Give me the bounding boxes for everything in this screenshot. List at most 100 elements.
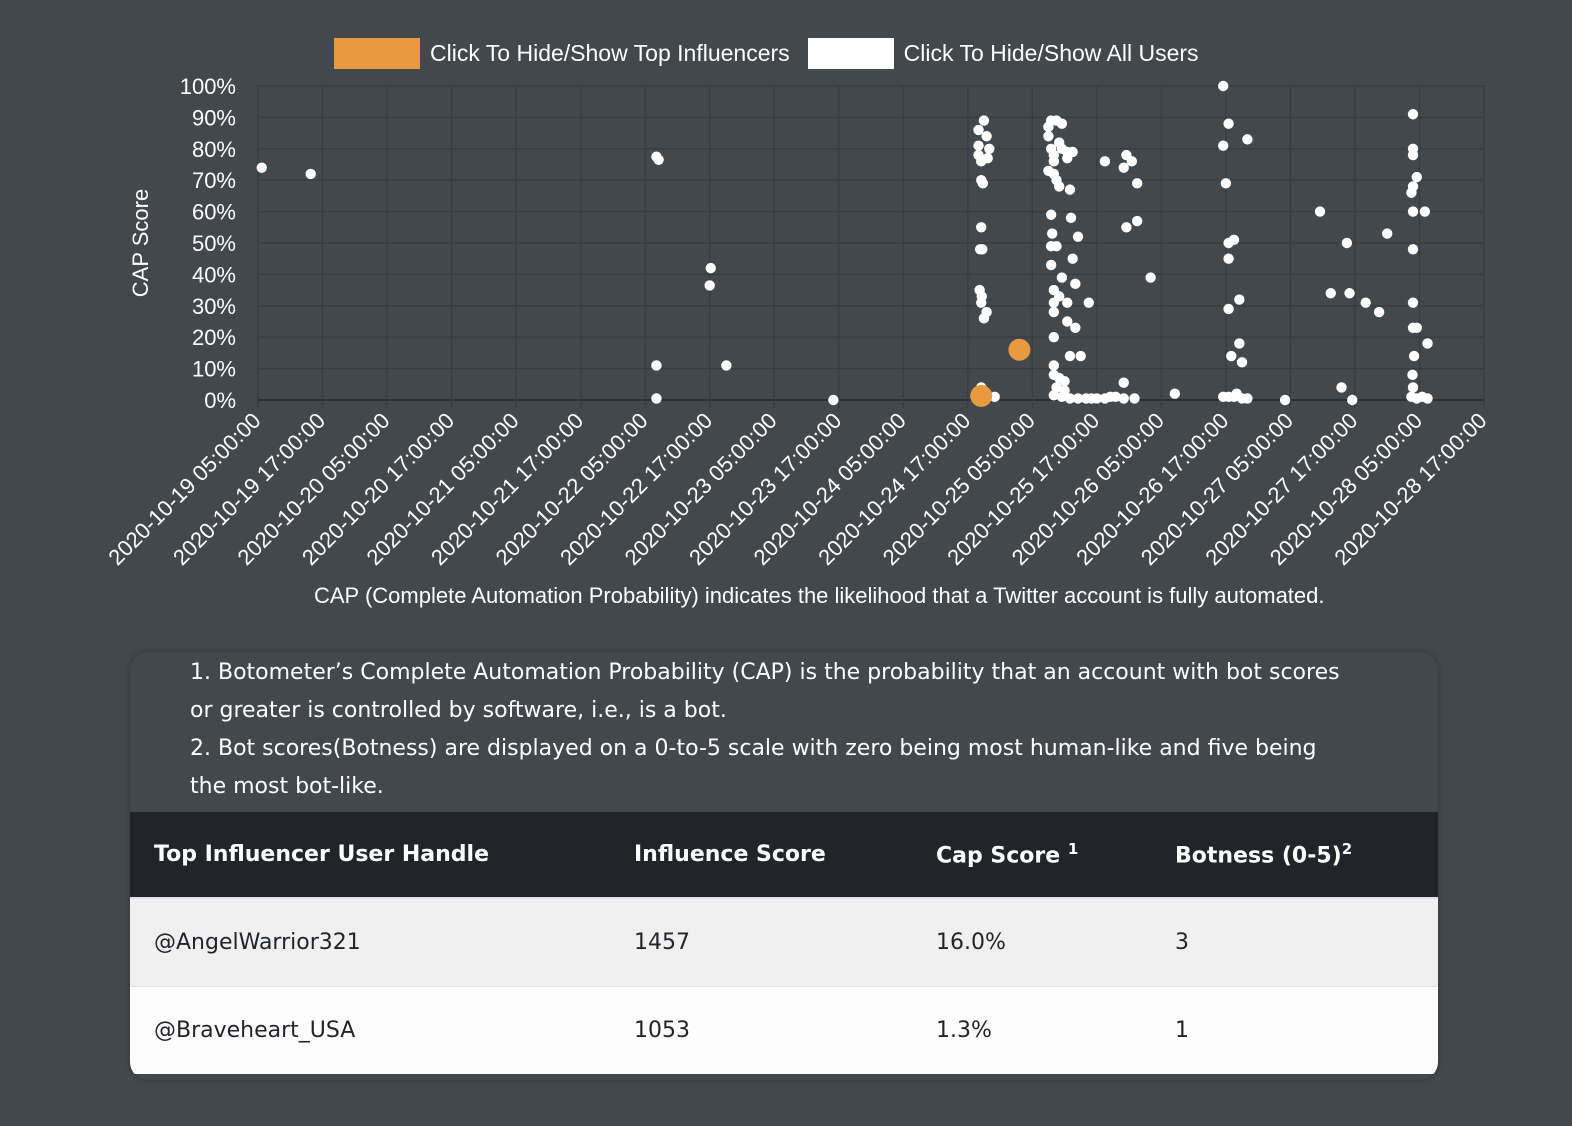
user-point: [1062, 316, 1073, 327]
user-point: [721, 360, 732, 371]
user-point: [1045, 259, 1057, 271]
y-axis-label: CAP Score: [128, 189, 153, 297]
y-tick-label: 20%: [192, 325, 236, 350]
user-point: [1070, 278, 1081, 290]
cell-influence-score: 1457: [634, 929, 690, 955]
user-point: [1419, 206, 1431, 217]
y-tick-label: 80%: [192, 137, 236, 162]
user-point: [1118, 162, 1129, 173]
footnote-1: 1. Botometer’s Complete Automation Proba…: [190, 660, 1340, 723]
user-point: [1091, 393, 1103, 404]
user-point: [1056, 272, 1068, 283]
user-point: [1121, 222, 1132, 233]
user-point: [651, 360, 662, 371]
user-point: [1279, 394, 1291, 406]
scatter-chart: CAP Score 0% 10% 20% 30% 40% 50% 60% 70% 80% 90% 1…: [103, 74, 1491, 570]
user-point: [828, 394, 839, 406]
user-point: [973, 140, 984, 151]
top-influencer-point[interactable]: [970, 384, 993, 407]
y-tick-label: 30%: [192, 294, 236, 319]
user-point: [1382, 228, 1393, 239]
user-point: [1043, 121, 1054, 133]
user-point: [981, 131, 992, 142]
user-point: [1341, 237, 1353, 249]
user-point: [1065, 212, 1077, 224]
user-point: [1234, 338, 1245, 349]
user-point: [1118, 393, 1129, 404]
table-header-row: Top Influencer User Handle Influence Sco…: [130, 812, 1438, 898]
cell-handle: @Braveheart_USA: [154, 1017, 356, 1043]
user-point: [1407, 297, 1419, 308]
user-point: [1145, 272, 1156, 283]
user-point: [1223, 253, 1234, 264]
all-users-series: [256, 80, 1433, 406]
user-point: [1422, 338, 1433, 349]
user-point: [984, 143, 995, 154]
user-point: [1407, 382, 1419, 393]
chart-caption: CAP (Complete Automation Probability) in…: [314, 583, 1325, 608]
user-point: [1056, 391, 1068, 403]
influencer-card: 1. Botometer’s Complete Automation Proba…: [130, 652, 1438, 1080]
user-point: [1129, 393, 1140, 404]
user-point: [1062, 297, 1073, 308]
legend-swatch-top-influencers: [334, 38, 420, 69]
user-point: [305, 168, 316, 180]
chart-grid: [257, 85, 1485, 408]
user-point: [1407, 244, 1419, 255]
legend-label-top-influencers: Click To Hide/Show Top Influencers: [430, 40, 790, 66]
user-point: [1344, 288, 1355, 299]
user-point: [1411, 171, 1422, 183]
user-point: [1059, 375, 1070, 387]
legend-label-all-users: Click To Hide/Show All Users: [903, 40, 1199, 66]
user-point: [1131, 178, 1143, 189]
user-point: [1242, 393, 1253, 404]
user-point: [1051, 240, 1062, 252]
user-point: [1048, 156, 1060, 167]
user-point: [1228, 234, 1240, 246]
user-point: [1360, 297, 1371, 308]
user-point: [1407, 149, 1419, 161]
user-point: [1048, 390, 1060, 401]
toggle-all-users[interactable]: Click To Hide/Show All Users: [807, 38, 1199, 69]
user-point: [976, 297, 987, 308]
user-point: [256, 162, 267, 173]
cell-cap-score: 16.0%: [936, 929, 1006, 955]
cell-cap-score: 1.3%: [936, 1017, 992, 1043]
user-point: [1048, 332, 1060, 343]
user-point: [1056, 118, 1068, 129]
toggle-top-influencers[interactable]: Click To Hide/Show Top Influencers: [334, 38, 790, 69]
header-influence-score: Influence Score: [634, 842, 826, 867]
cell-botness: 3: [1175, 929, 1189, 955]
y-tick-label: 10%: [192, 357, 236, 382]
top-influencer-point[interactable]: [1008, 338, 1031, 361]
user-point: [1070, 322, 1081, 333]
user-point: [1169, 388, 1181, 399]
user-point: [1110, 391, 1121, 403]
chart-legend: Click To Hide/Show Top Influencers Click…: [334, 38, 1217, 69]
user-point: [1218, 80, 1229, 92]
user-point: [651, 393, 662, 404]
user-point: [705, 262, 716, 274]
user-point: [1408, 350, 1420, 362]
user-point: [1064, 393, 1076, 404]
user-point: [1051, 382, 1062, 393]
user-point: [978, 313, 990, 324]
user-point: [1220, 178, 1232, 189]
table-row: @Braveheart_USA 1053 1.3% 1: [130, 986, 1438, 1074]
footnote-2: 2. Bot scores(Botness) are displayed on …: [190, 736, 1317, 799]
user-point: [1406, 187, 1417, 198]
footnotes: 1. Botometer’s Complete Automation Proba…: [130, 652, 1438, 812]
user-point: [1407, 109, 1419, 120]
cell-botness: 1: [1175, 1017, 1189, 1043]
user-point: [1045, 209, 1057, 220]
y-tick-label: 0%: [204, 388, 236, 413]
header-cap-score: Cap Score 1: [936, 840, 1079, 869]
user-point: [1407, 369, 1418, 381]
y-tick-label: 70%: [192, 168, 236, 193]
y-tick-label: 50%: [192, 231, 236, 256]
user-point: [1234, 294, 1245, 305]
header-botness: Botness (0-5)2: [1175, 840, 1353, 869]
user-point: [1226, 350, 1237, 362]
influencer-table: Top Influencer User Handle Influence Sco…: [130, 812, 1438, 1074]
user-point: [976, 222, 987, 233]
